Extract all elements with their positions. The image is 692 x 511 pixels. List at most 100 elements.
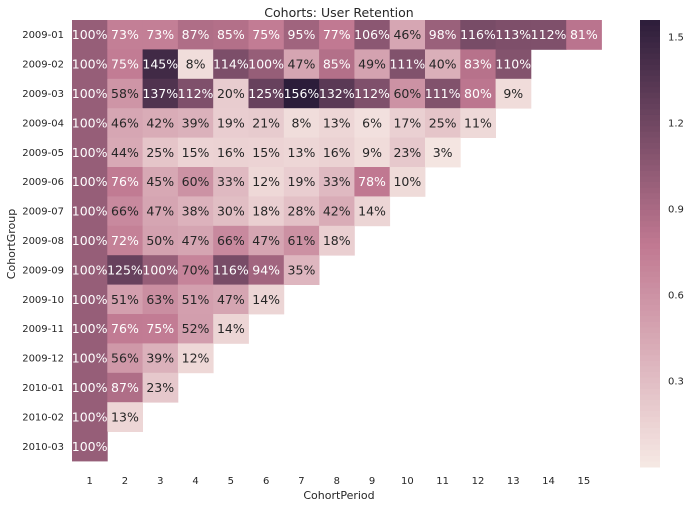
heatmap-cell bbox=[72, 343, 108, 374]
y-tick-label: 2009-08 bbox=[22, 236, 64, 247]
heatmap-cell bbox=[248, 225, 285, 256]
heatmap-cell bbox=[142, 20, 179, 50]
colorbar-segment bbox=[640, 338, 660, 345]
colorbar-segment bbox=[640, 243, 660, 250]
heatmap-cell bbox=[460, 78, 496, 109]
cell-value-label: 100% bbox=[72, 174, 108, 189]
cell-value-label: 3% bbox=[433, 145, 453, 160]
cell-value-label: 116% bbox=[213, 262, 249, 277]
cell-value-label: 112% bbox=[178, 86, 214, 101]
heatmap-cell bbox=[283, 108, 320, 138]
cell-value-label: 6% bbox=[362, 115, 382, 130]
colorbar-segment bbox=[640, 349, 660, 356]
cell-value-label: 100% bbox=[72, 439, 108, 454]
cell-value-label: 66% bbox=[111, 204, 139, 219]
colorbar: 0.3 0.6 0.9 1.2 1.5 bbox=[640, 20, 684, 468]
cell-value-label: 16% bbox=[323, 145, 351, 160]
heatmap-cell bbox=[213, 137, 249, 168]
cell-value-label: 58% bbox=[111, 86, 139, 101]
colorbar-segment bbox=[640, 293, 660, 300]
cell-value-label: 13% bbox=[288, 145, 316, 160]
cell-value-label: 137% bbox=[142, 86, 178, 101]
cell-value-label: 132% bbox=[319, 86, 355, 101]
heatmap-cell bbox=[72, 314, 108, 344]
cell-value-label: 61% bbox=[288, 233, 316, 248]
heatmap-cell bbox=[425, 20, 461, 50]
heatmap-cell bbox=[319, 225, 355, 256]
colorbar-segment bbox=[640, 75, 660, 82]
cell-value-label: 25% bbox=[146, 145, 174, 160]
cell-value-label: 50% bbox=[146, 233, 174, 248]
cell-value-label: 116% bbox=[460, 27, 496, 42]
chart-title: Cohorts: User Retention bbox=[264, 5, 413, 20]
colorbar-segment bbox=[640, 159, 660, 166]
cell-value-label: 47% bbox=[288, 57, 316, 72]
cell-value-label: 76% bbox=[111, 321, 139, 336]
cell-value-label: 60% bbox=[182, 174, 210, 189]
colorbar-segment bbox=[640, 416, 660, 423]
colorbar-segment bbox=[640, 427, 660, 434]
heatmap-cell bbox=[248, 167, 285, 197]
cell-value-label: 100% bbox=[72, 262, 108, 277]
heatmap-cell bbox=[248, 255, 285, 285]
x-tick-label: 5 bbox=[228, 476, 234, 487]
cell-value-label: 47% bbox=[146, 204, 174, 219]
heatmap-cell bbox=[107, 225, 143, 256]
cell-value-label: 100% bbox=[72, 115, 108, 130]
cell-value-label: 81% bbox=[570, 27, 598, 42]
heatmap-cell bbox=[213, 49, 249, 80]
cell-value-label: 49% bbox=[358, 57, 386, 72]
heatmap-cell bbox=[354, 49, 391, 80]
heatmap-cell bbox=[460, 49, 496, 80]
heatmap-cell bbox=[213, 196, 249, 227]
heatmap-cell bbox=[248, 78, 285, 109]
x-tick-label: 2 bbox=[122, 476, 128, 487]
x-tick-label: 4 bbox=[192, 476, 198, 487]
heatmap-cell bbox=[72, 431, 108, 462]
colorbar-segment bbox=[640, 355, 660, 362]
cell-value-label: 111% bbox=[389, 57, 425, 72]
heatmap-cell bbox=[248, 108, 285, 138]
colorbar-segment bbox=[640, 277, 660, 284]
colorbar-segment bbox=[640, 332, 660, 339]
heatmap-cell bbox=[389, 78, 426, 109]
x-tick-label: 14 bbox=[542, 476, 555, 487]
cell-value-label: 85% bbox=[323, 57, 351, 72]
cell-value-label: 87% bbox=[111, 380, 139, 395]
heatmap-cell bbox=[425, 78, 461, 109]
heatmap-cell bbox=[283, 225, 320, 256]
colorbar-segment bbox=[640, 53, 660, 60]
heatmap-cell bbox=[142, 372, 179, 403]
colorbar-segment bbox=[640, 215, 660, 222]
heatmap-cell bbox=[107, 343, 143, 374]
heatmap-cell bbox=[319, 49, 355, 80]
cell-value-label: 100% bbox=[72, 233, 108, 248]
heatmap-cell bbox=[72, 20, 108, 50]
cell-value-label: 60% bbox=[393, 86, 421, 101]
cell-value-label: 100% bbox=[142, 262, 178, 277]
heatmap-cell bbox=[107, 196, 143, 227]
heatmap-cell bbox=[319, 108, 355, 138]
y-tick-label: 2009-05 bbox=[22, 148, 64, 159]
heatmap-cell bbox=[460, 20, 496, 50]
cell-value-label: 95% bbox=[288, 27, 316, 42]
heatmap-cell bbox=[283, 20, 320, 50]
heatmap-cell bbox=[72, 225, 108, 256]
heatmap-cell bbox=[107, 167, 143, 197]
heatmap-cell bbox=[495, 49, 532, 80]
heatmap-cell bbox=[72, 137, 108, 168]
heatmap-cell bbox=[319, 137, 355, 168]
heatmap-cell bbox=[213, 20, 249, 50]
colorbar-segment bbox=[640, 92, 660, 99]
cell-value-label: 18% bbox=[323, 233, 351, 248]
heatmap-cells: 100% 73% 73% 87% 85% 75% 95% 77% 106% 46% 98% 116% 1… bbox=[72, 20, 602, 462]
cell-value-label: 100% bbox=[72, 27, 108, 42]
colorbar-segment bbox=[640, 316, 660, 323]
heatmap-cell bbox=[213, 284, 249, 315]
heatmap-cell bbox=[283, 196, 320, 227]
cell-value-label: 15% bbox=[252, 145, 280, 160]
colorbar-segment bbox=[640, 59, 660, 66]
cell-value-label: 39% bbox=[182, 115, 210, 130]
cell-value-label: 47% bbox=[217, 292, 245, 307]
